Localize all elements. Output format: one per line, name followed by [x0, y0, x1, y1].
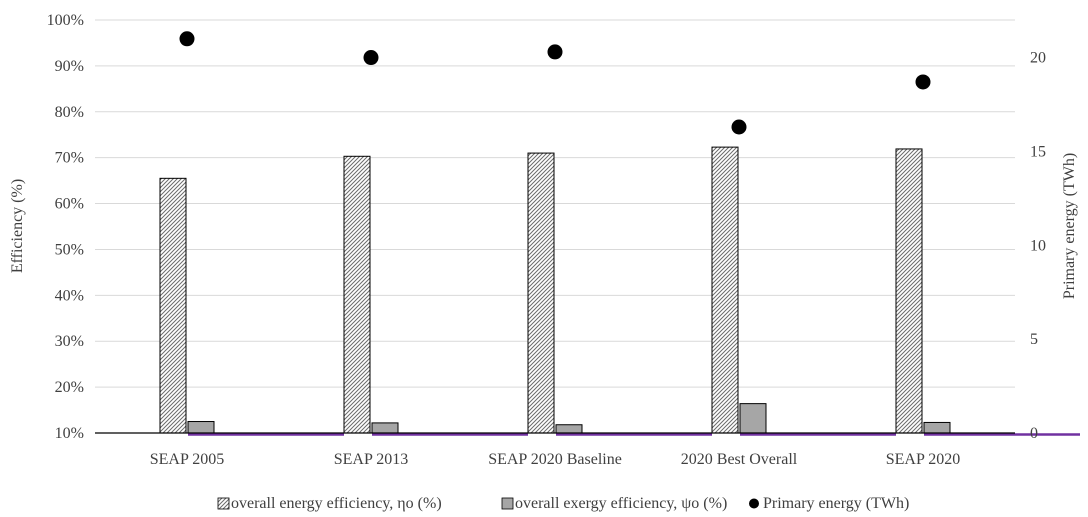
y-tick-label-left: 70% [55, 150, 84, 167]
bar-exergy-efficiency [371, 422, 399, 434]
y-tick-label-left: 40% [55, 287, 84, 304]
y-tick-label-right: 15 [1030, 143, 1046, 160]
point-primary-energy [179, 31, 195, 47]
legend-label-exergy-efficiency: overall exergy efficiency, ψo (%) [515, 495, 727, 512]
legend-label-energy-efficiency: overall energy efficiency, ηo (%) [231, 495, 442, 512]
x-tick-label: SEAP 2020 Baseline [488, 451, 622, 468]
gridlines [95, 19, 1015, 388]
y-axis-left-ticks: 10% 20% 30% 40% 50% 60% 70% 80% 90% 100% [47, 12, 84, 442]
y-tick-label-left: 80% [55, 104, 84, 121]
legend-swatch-exergy-efficiency [501, 497, 514, 510]
bar-exergy-efficiency [555, 424, 583, 434]
y-tick-label-right: 0 [1030, 425, 1038, 442]
bar-exergy-efficiency [923, 421, 951, 434]
point-primary-energy [915, 74, 931, 90]
y-tick-label-right: 20 [1030, 50, 1046, 67]
point-primary-energy [731, 119, 747, 135]
bar-energy-efficiency [711, 146, 739, 434]
point-primary-energy [547, 44, 563, 60]
legend-swatch-energy-efficiency [217, 497, 230, 510]
y-axis-right-ticks: 0 5 10 15 20 [1030, 50, 1046, 442]
x-tick-label: SEAP 2005 [150, 451, 225, 468]
x-tick-label: 2020 Best Overall [681, 451, 798, 468]
y-axis-left-title: Efficiency (%) [9, 179, 26, 273]
y-tick-label-left: 100% [47, 12, 84, 29]
scatter-points [179, 31, 931, 135]
legend: overall energy efficiency, ηo (%) overal… [217, 495, 909, 512]
y-axis-right-title: Primary energy (TWh) [1061, 153, 1078, 299]
x-tick-label: SEAP 2013 [334, 451, 409, 468]
bar-exergy-efficiency [739, 403, 767, 434]
y-tick-label-left: 10% [55, 425, 84, 442]
y-tick-label-left: 50% [55, 241, 84, 258]
y-tick-label-left: 20% [55, 379, 84, 396]
bar-exergy-efficiency [187, 421, 215, 434]
y-tick-label-left: 30% [55, 333, 84, 350]
x-tick-label: SEAP 2020 [886, 451, 961, 468]
x-axis-ticks: SEAP 2005 SEAP 2013 SEAP 2020 Baseline 2020… [150, 451, 961, 468]
legend-label-primary-energy: Primary energy (TWh) [763, 495, 909, 512]
bar-energy-efficiency [895, 148, 923, 434]
y-tick-label-left: 60% [55, 196, 84, 213]
y-tick-label-right: 5 [1030, 331, 1038, 348]
bars [95, 146, 1080, 436]
bar-energy-efficiency [159, 177, 187, 434]
legend-marker-primary-energy [749, 498, 759, 509]
point-primary-energy [363, 50, 379, 66]
bar-energy-efficiency [527, 152, 555, 434]
y-tick-label-left: 90% [55, 58, 84, 75]
y-tick-label-right: 10 [1030, 237, 1046, 254]
bar-energy-efficiency [343, 155, 371, 434]
